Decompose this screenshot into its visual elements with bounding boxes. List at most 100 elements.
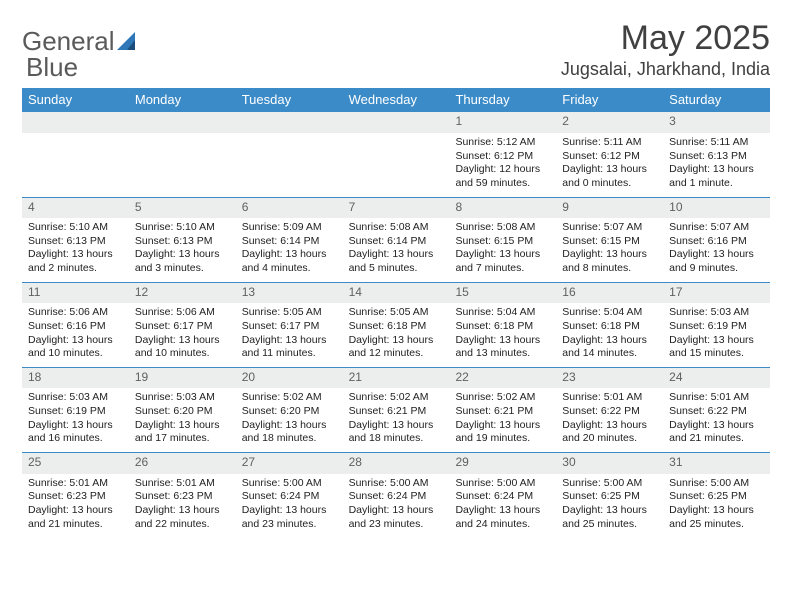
day-number: 26 [129,453,236,474]
day-number: 23 [556,368,663,389]
daylight-line: Daylight: 13 hours and 23 minutes. [349,504,444,531]
day-cell [236,112,343,196]
day-content [343,133,450,142]
month-title: May 2025 [561,20,770,57]
daylight-line: Daylight: 13 hours and 9 minutes. [669,248,764,275]
day-content: Sunrise: 5:08 AMSunset: 6:14 PMDaylight:… [343,218,450,282]
sunset-line: Sunset: 6:12 PM [455,150,550,164]
day-number: 24 [663,368,770,389]
sunrise-line: Sunrise: 5:05 AM [242,306,337,320]
day-cell: 5Sunrise: 5:10 AMSunset: 6:13 PMDaylight… [129,198,236,282]
day-cell: 6Sunrise: 5:09 AMSunset: 6:14 PMDaylight… [236,198,343,282]
daylight-line: Daylight: 13 hours and 11 minutes. [242,334,337,361]
day-cell: 13Sunrise: 5:05 AMSunset: 6:17 PMDayligh… [236,283,343,367]
day-number: 28 [343,453,450,474]
day-number: 31 [663,453,770,474]
day-cell: 26Sunrise: 5:01 AMSunset: 6:23 PMDayligh… [129,453,236,537]
daylight-line: Daylight: 13 hours and 17 minutes. [135,419,230,446]
logo-text-2: Blue [26,52,78,83]
day-content: Sunrise: 5:03 AMSunset: 6:20 PMDaylight:… [129,388,236,452]
day-number: 6 [236,198,343,219]
sunrise-line: Sunrise: 5:10 AM [135,221,230,235]
week-row: 18Sunrise: 5:03 AMSunset: 6:19 PMDayligh… [22,368,770,453]
day-number: 19 [129,368,236,389]
day-number: 17 [663,283,770,304]
sunrise-line: Sunrise: 5:00 AM [455,477,550,491]
day-number: 5 [129,198,236,219]
weekday-header: Tuesday [236,88,343,112]
daylight-line: Daylight: 13 hours and 24 minutes. [455,504,550,531]
day-cell: 20Sunrise: 5:02 AMSunset: 6:20 PMDayligh… [236,368,343,452]
day-cell: 21Sunrise: 5:02 AMSunset: 6:21 PMDayligh… [343,368,450,452]
day-content: Sunrise: 5:07 AMSunset: 6:15 PMDaylight:… [556,218,663,282]
location: Jugsalai, Jharkhand, India [561,59,770,80]
daylight-line: Daylight: 13 hours and 23 minutes. [242,504,337,531]
daylight-line: Daylight: 13 hours and 20 minutes. [562,419,657,446]
page: General May 2025 Jugsalai, Jharkhand, In… [0,0,792,547]
day-content [22,133,129,142]
day-content: Sunrise: 5:03 AMSunset: 6:19 PMDaylight:… [663,303,770,367]
day-cell [129,112,236,196]
day-content: Sunrise: 5:02 AMSunset: 6:20 PMDaylight:… [236,388,343,452]
day-number: 20 [236,368,343,389]
week-row: 1Sunrise: 5:12 AMSunset: 6:12 PMDaylight… [22,112,770,197]
day-cell: 2Sunrise: 5:11 AMSunset: 6:12 PMDaylight… [556,112,663,196]
calendar: Sunday Monday Tuesday Wednesday Thursday… [22,88,770,537]
sunrise-line: Sunrise: 5:07 AM [669,221,764,235]
day-cell: 16Sunrise: 5:04 AMSunset: 6:18 PMDayligh… [556,283,663,367]
day-number: 3 [663,112,770,133]
sunrise-line: Sunrise: 5:00 AM [242,477,337,491]
day-number: 7 [343,198,450,219]
sunset-line: Sunset: 6:12 PM [562,150,657,164]
sunset-line: Sunset: 6:16 PM [28,320,123,334]
daylight-line: Daylight: 13 hours and 25 minutes. [562,504,657,531]
day-cell: 15Sunrise: 5:04 AMSunset: 6:18 PMDayligh… [449,283,556,367]
day-content: Sunrise: 5:09 AMSunset: 6:14 PMDaylight:… [236,218,343,282]
sunrise-line: Sunrise: 5:03 AM [135,391,230,405]
sunrise-line: Sunrise: 5:12 AM [455,136,550,150]
week-row: 4Sunrise: 5:10 AMSunset: 6:13 PMDaylight… [22,198,770,283]
sunset-line: Sunset: 6:23 PM [135,490,230,504]
day-content: Sunrise: 5:01 AMSunset: 6:22 PMDaylight:… [556,388,663,452]
day-content: Sunrise: 5:00 AMSunset: 6:25 PMDaylight:… [663,474,770,538]
day-cell: 19Sunrise: 5:03 AMSunset: 6:20 PMDayligh… [129,368,236,452]
day-content: Sunrise: 5:00 AMSunset: 6:24 PMDaylight:… [236,474,343,538]
daylight-line: Daylight: 13 hours and 16 minutes. [28,419,123,446]
daylight-line: Daylight: 13 hours and 22 minutes. [135,504,230,531]
sunset-line: Sunset: 6:19 PM [28,405,123,419]
day-number: 18 [22,368,129,389]
sunset-line: Sunset: 6:19 PM [669,320,764,334]
daylight-line: Daylight: 13 hours and 21 minutes. [28,504,123,531]
day-content: Sunrise: 5:01 AMSunset: 6:22 PMDaylight:… [663,388,770,452]
daylight-line: Daylight: 13 hours and 18 minutes. [242,419,337,446]
sunrise-line: Sunrise: 5:06 AM [28,306,123,320]
day-content: Sunrise: 5:00 AMSunset: 6:25 PMDaylight:… [556,474,663,538]
daylight-line: Daylight: 13 hours and 10 minutes. [28,334,123,361]
sunset-line: Sunset: 6:15 PM [562,235,657,249]
sunset-line: Sunset: 6:18 PM [562,320,657,334]
daylight-line: Daylight: 13 hours and 15 minutes. [669,334,764,361]
day-content: Sunrise: 5:05 AMSunset: 6:18 PMDaylight:… [343,303,450,367]
daylight-line: Daylight: 13 hours and 21 minutes. [669,419,764,446]
day-content: Sunrise: 5:07 AMSunset: 6:16 PMDaylight:… [663,218,770,282]
day-content: Sunrise: 5:04 AMSunset: 6:18 PMDaylight:… [449,303,556,367]
day-cell: 14Sunrise: 5:05 AMSunset: 6:18 PMDayligh… [343,283,450,367]
sunrise-line: Sunrise: 5:04 AM [455,306,550,320]
day-content: Sunrise: 5:11 AMSunset: 6:12 PMDaylight:… [556,133,663,197]
day-cell: 25Sunrise: 5:01 AMSunset: 6:23 PMDayligh… [22,453,129,537]
day-cell: 9Sunrise: 5:07 AMSunset: 6:15 PMDaylight… [556,198,663,282]
day-cell: 8Sunrise: 5:08 AMSunset: 6:15 PMDaylight… [449,198,556,282]
day-cell: 23Sunrise: 5:01 AMSunset: 6:22 PMDayligh… [556,368,663,452]
day-cell: 24Sunrise: 5:01 AMSunset: 6:22 PMDayligh… [663,368,770,452]
day-cell: 30Sunrise: 5:00 AMSunset: 6:25 PMDayligh… [556,453,663,537]
daylight-line: Daylight: 13 hours and 19 minutes. [455,419,550,446]
day-cell [343,112,450,196]
sunset-line: Sunset: 6:22 PM [562,405,657,419]
weekday-header: Sunday [22,88,129,112]
sunrise-line: Sunrise: 5:00 AM [669,477,764,491]
sunset-line: Sunset: 6:20 PM [242,405,337,419]
sunrise-line: Sunrise: 5:02 AM [242,391,337,405]
day-number: 11 [22,283,129,304]
day-number: 12 [129,283,236,304]
day-cell: 7Sunrise: 5:08 AMSunset: 6:14 PMDaylight… [343,198,450,282]
